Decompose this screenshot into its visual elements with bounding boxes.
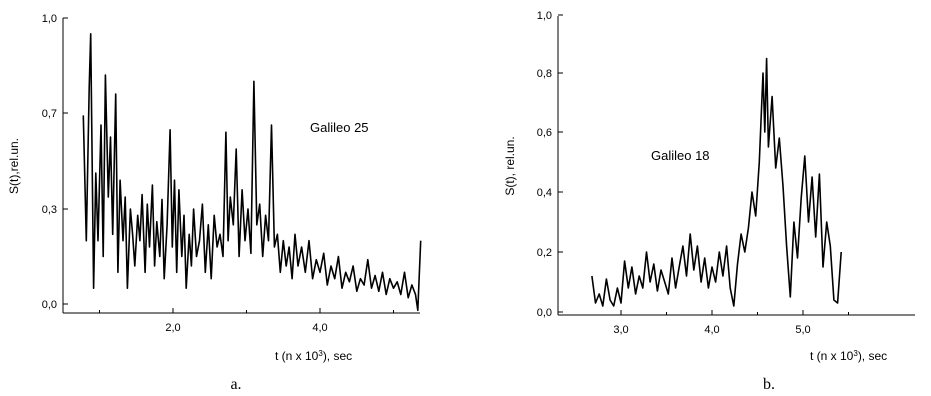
panel-b-chart: 3,0 4,0 5,0 0,0 0,2 0,4 0,6 0,8 1,0 Galileo 18 S… — [503, 10, 915, 393]
panel-a-chart: 2,0 4,0 0,0 0,3 0,7 1,0 Galileo 25 S(t),rel.u… — [7, 13, 422, 393]
panel-a-y-tick-label: 0,0 — [42, 299, 57, 311]
panel-a-y-label: S(t),rel.un. — [7, 138, 21, 194]
panel-b-y-tick-label: 0,8 — [537, 68, 552, 80]
panel-a-series-line — [82, 33, 422, 312]
panel-a-x-tick-label: 2,0 — [165, 322, 180, 334]
panel-a-annotation: Galileo 25 — [310, 120, 369, 135]
panel-a-x-label: t (n x 103), sec — [275, 349, 352, 364]
panel-a-caption: a. — [230, 376, 241, 393]
panel-b-x-tick-label: 5,0 — [795, 324, 810, 336]
panel-b-annotation: Galileo 18 — [651, 148, 710, 163]
panel-a-x-tick-label: 4,0 — [312, 322, 327, 334]
panel-b-y-tick-label: 0,6 — [537, 127, 552, 139]
panel-b-x-label: t (n x 103), sec — [810, 349, 887, 364]
panel-a-y-tick-label: 0,3 — [42, 204, 57, 216]
panel-b-caption: b. — [763, 376, 775, 393]
panel-a-y-tick-label: 1,0 — [42, 13, 57, 25]
panel-b-series-line — [591, 57, 842, 307]
panel-b-y-tick-label: 0,2 — [537, 247, 552, 259]
panel-b-y-tick-label: 1,0 — [537, 10, 552, 22]
panel-b-y-label: S(t), rel.un. — [503, 136, 517, 195]
panel-b-x-tick-label: 3,0 — [613, 324, 628, 336]
panel-b-y-tick-label: 0,4 — [537, 187, 552, 199]
panel-a-y-tick-label: 0,7 — [42, 108, 57, 120]
panel-b-x-tick-label: 4,0 — [704, 324, 719, 336]
panel-b-y-tick-label: 0,0 — [537, 307, 552, 319]
